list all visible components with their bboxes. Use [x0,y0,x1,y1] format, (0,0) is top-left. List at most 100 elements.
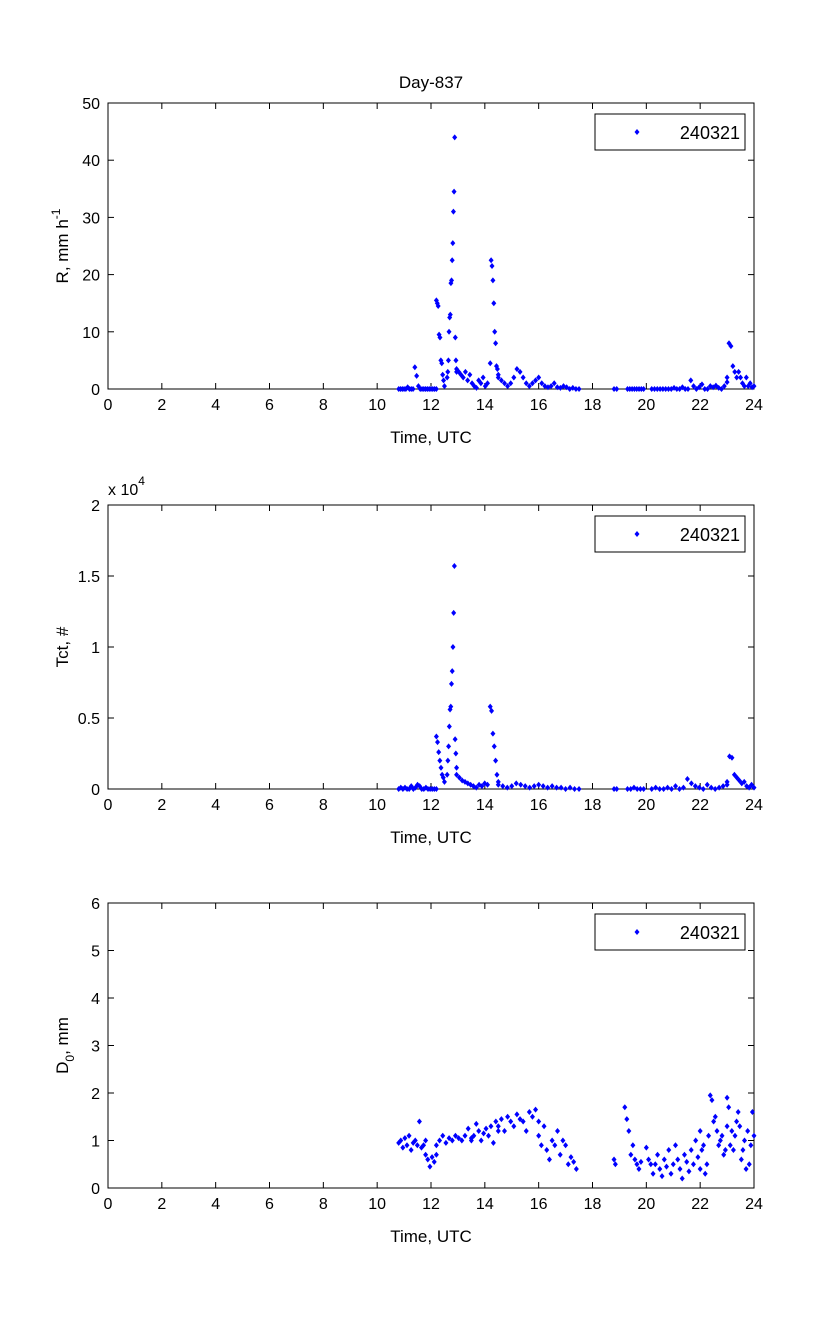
y-tick-label: 20 [82,268,100,285]
data-point [520,1118,526,1125]
data-point [502,380,508,387]
data-point [697,1128,703,1134]
data-point [646,1156,652,1163]
data-point [402,1135,408,1142]
data-point [487,360,493,367]
data-point [664,1163,670,1170]
data-point [431,1158,437,1165]
x-tick-label: 24 [745,1196,763,1213]
data-point [688,1147,694,1153]
data-point [398,1137,404,1144]
data-point [456,774,462,781]
data-point [404,1142,410,1149]
data-point [449,277,455,284]
x-tick-label: 24 [745,397,763,414]
legend: 240321 [594,913,746,951]
data-point [441,778,447,785]
data-point [545,784,551,791]
data-point [505,1113,511,1120]
data-point [741,778,747,785]
data-point [437,1137,443,1144]
legend-box [594,113,746,151]
y-axis-label-main: Tct, # [53,626,72,667]
x-tick-label: 12 [422,397,440,414]
data-point [746,1161,752,1168]
data-point [706,1132,712,1139]
data-point [494,365,500,372]
data-point [529,380,535,387]
data-point [423,1151,429,1158]
x-tick-label: 18 [584,397,602,414]
x-tick-label: 10 [368,1196,386,1213]
data-point [720,783,726,790]
y-tick-label: 1 [91,1134,100,1151]
data-point [573,1166,579,1172]
data-point [494,771,500,778]
data-point [702,1170,708,1177]
data-point [568,1154,574,1161]
data-point [576,786,582,792]
data-point [544,1147,550,1153]
data-point [745,1128,751,1134]
data-point [429,1154,435,1161]
data-point [648,1161,654,1168]
data-point [724,374,730,381]
data-point [410,386,416,392]
data-point [549,783,555,790]
data-point [728,343,734,350]
data-point [641,786,647,792]
legend-marker [634,531,640,537]
data-series [396,134,757,392]
data-point [669,786,675,792]
data-point [611,386,617,392]
data-point [439,360,445,367]
data-point [522,783,528,790]
legend-label: 240321 [680,923,740,943]
data-point [681,1151,687,1158]
x-tick-label: 0 [104,1196,113,1213]
x-tick-label: 6 [265,397,274,414]
data-point [531,783,537,790]
data-point [440,1132,446,1139]
y-tick-label: 4 [91,991,100,1008]
data-point [473,784,479,791]
data-point [539,380,545,387]
data-point [490,1139,496,1146]
y-tick-label: 30 [82,210,100,227]
data-point [676,786,682,792]
data-point [483,1125,489,1132]
data-point [443,1139,449,1146]
chart-title: Day-837 [399,73,463,92]
data-point [425,1156,431,1163]
data-point [693,1137,699,1144]
x-tick-label: 8 [319,397,328,414]
data-point [427,1163,433,1170]
data-point [513,780,519,787]
data-point [445,368,451,375]
data-point [557,1151,563,1158]
y-tick-label: 1 [91,640,100,657]
data-point [489,263,495,270]
data-point [672,1142,678,1149]
data-point [514,1111,520,1118]
data-point [749,1109,755,1115]
data-point [680,784,686,791]
data-point [702,386,708,392]
data-point [493,757,499,764]
data-point [465,377,471,384]
y-axis-label-suffix: , mm [53,1017,72,1055]
data-point [433,386,439,392]
data-point [560,1137,566,1144]
data-point [465,1125,471,1132]
data-point [451,188,457,195]
data-point [637,786,643,792]
data-point [712,786,718,792]
data-point [690,1161,696,1168]
data-point [552,1142,558,1149]
data-point [489,707,495,714]
data-point [659,1173,665,1180]
data-point [448,703,454,710]
data-point [699,1147,705,1153]
